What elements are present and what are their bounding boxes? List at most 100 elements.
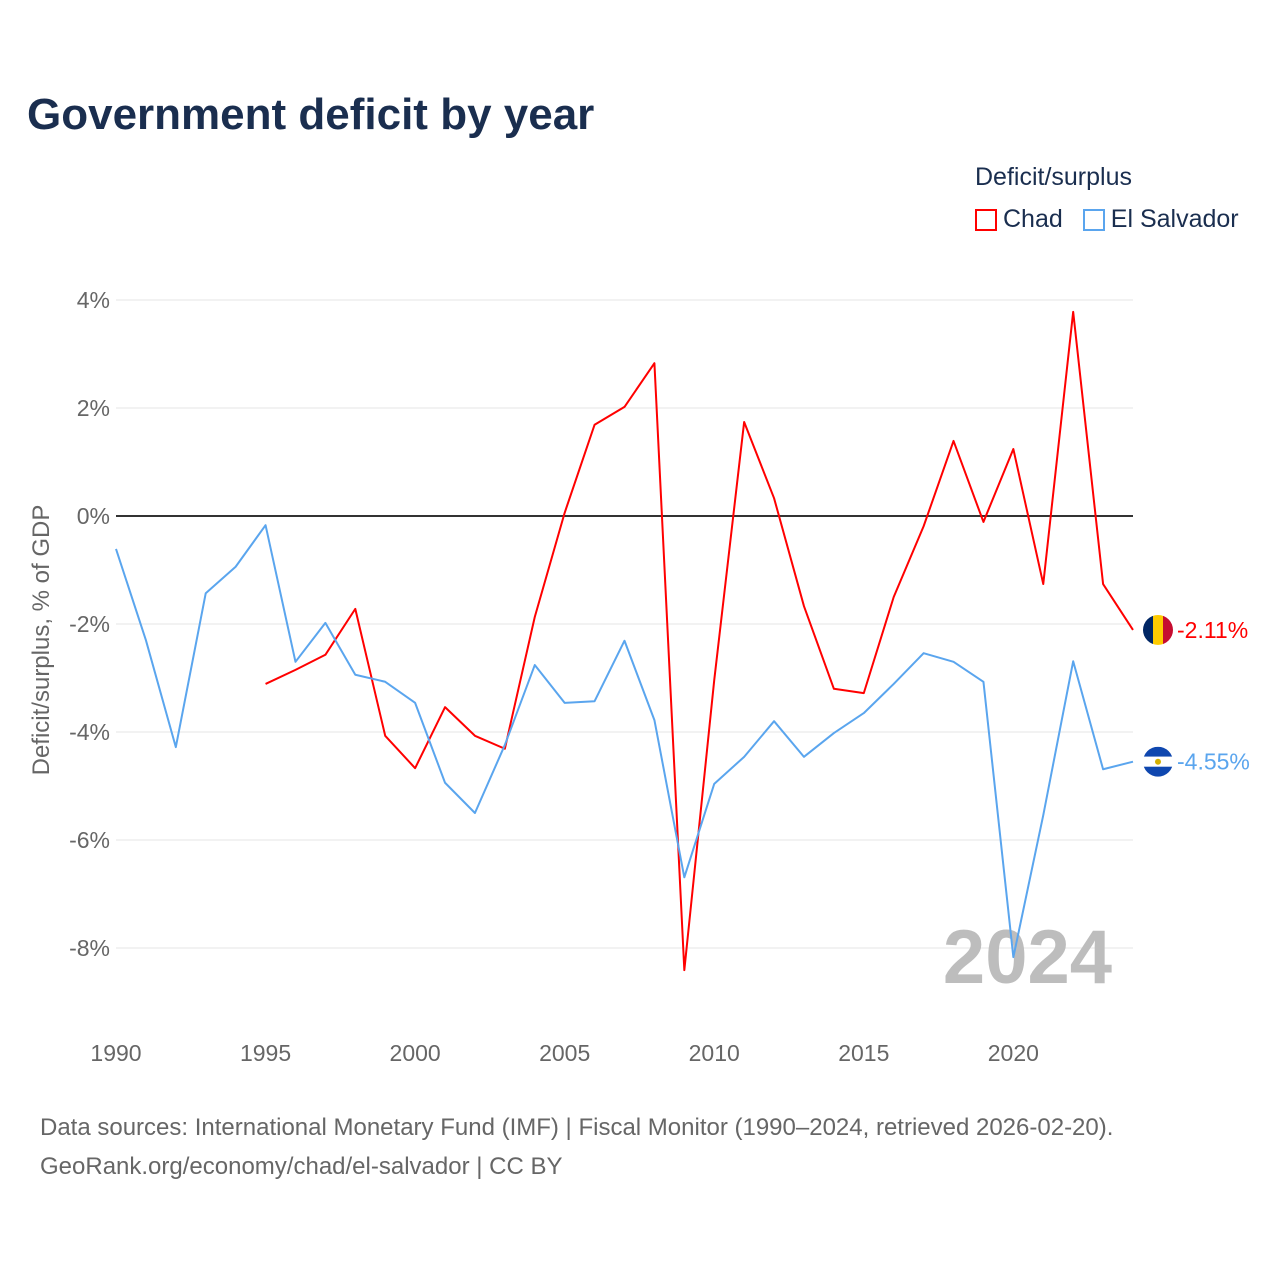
- data-point: [442, 780, 448, 786]
- data-point: [980, 519, 986, 525]
- flag-body: [1143, 746, 1173, 777]
- data-point: [352, 606, 358, 612]
- data-point: [1100, 766, 1106, 772]
- legend-swatch-el-salvador: [1082, 208, 1105, 231]
- legend-swatch-chad: [975, 208, 997, 231]
- legend-title: Deficit/surplus: [975, 163, 1132, 191]
- source-note: Data sources: International Monetary Fun…: [40, 1108, 1113, 1186]
- data-point: [382, 733, 388, 739]
- data-point: [322, 620, 328, 626]
- data-point: [592, 422, 598, 428]
- flag-stripe: [1153, 614, 1163, 645]
- y-tick-label: 2%: [77, 395, 110, 421]
- source-line-1: Data sources: International Monetary Fun…: [40, 1114, 1114, 1141]
- data-point: [263, 681, 269, 687]
- data-point: [1010, 954, 1016, 960]
- data-point: [861, 710, 867, 716]
- legend-label-el-salvador: El Salvador: [1110, 205, 1239, 233]
- data-point: [622, 404, 628, 410]
- flag-body: [1143, 614, 1173, 645]
- y-tick-label: -6%: [69, 827, 110, 853]
- x-tick-label: 2000: [390, 1040, 441, 1066]
- data-point: [263, 522, 269, 528]
- data-point: [322, 652, 328, 658]
- data-point: [1130, 759, 1136, 765]
- data-point: [532, 614, 538, 620]
- data-point: [292, 667, 298, 673]
- data-point: [711, 677, 717, 683]
- x-tick-label: 1995: [240, 1040, 291, 1066]
- series-line-el-salvador: [115, 524, 1134, 959]
- year-watermark: 2024: [943, 915, 1112, 1000]
- data-point: [143, 637, 149, 643]
- data-point: [951, 659, 957, 665]
- flag-stripe: [1143, 614, 1153, 645]
- legend: Chad El Salvador: [975, 205, 1239, 234]
- data-point: [651, 717, 657, 723]
- data-point: [891, 594, 897, 600]
- data-point: [622, 638, 628, 644]
- data-point: [233, 564, 239, 570]
- data-point: [1100, 581, 1106, 587]
- data-point: [891, 681, 897, 687]
- end-value-label: -4.55%: [1177, 749, 1250, 775]
- flag-stripe: [1143, 766, 1173, 777]
- data-point: [113, 546, 119, 552]
- end-value-label: -2.11%: [1177, 617, 1248, 643]
- data-point: [1040, 581, 1046, 587]
- y-tick-label: -4%: [69, 719, 110, 745]
- data-point: [921, 523, 927, 529]
- legend-item-chad[interactable]: Chad: [975, 205, 1063, 234]
- legend-label-chad: Chad: [1003, 205, 1063, 233]
- data-point: [741, 419, 747, 425]
- y-tick-label: -8%: [69, 935, 110, 961]
- data-point: [292, 659, 298, 665]
- flag-stripe: [1143, 746, 1173, 757]
- y-tick-label: 0%: [77, 503, 110, 529]
- data-point: [1040, 812, 1046, 818]
- legend-item-el-salvador[interactable]: El Salvador: [1082, 205, 1239, 234]
- data-point: [711, 781, 717, 787]
- y-tick-label: -2%: [69, 611, 110, 637]
- data-point: [472, 733, 478, 739]
- data-point: [801, 603, 807, 609]
- data-point: [1070, 658, 1076, 664]
- flag-chad-icon: [1143, 614, 1173, 645]
- series-line-chad: [265, 310, 1134, 972]
- data-point: [951, 438, 957, 444]
- data-point: [532, 662, 538, 668]
- flag-el-salvador-icon: [1143, 746, 1173, 777]
- data-point: [352, 672, 358, 678]
- data-point: [412, 765, 418, 771]
- data-point: [1130, 627, 1136, 633]
- flag-stripe: [1163, 614, 1173, 645]
- data-point: [681, 874, 687, 880]
- x-tick-label: 2010: [689, 1040, 740, 1066]
- data-point: [382, 679, 388, 685]
- data-point: [921, 650, 927, 656]
- data-point: [472, 810, 478, 816]
- x-tick-label: 2015: [838, 1040, 889, 1066]
- data-point: [1070, 309, 1076, 315]
- data-point: [412, 700, 418, 706]
- data-point: [801, 754, 807, 760]
- x-tick-label: 1990: [90, 1040, 141, 1066]
- data-point: [831, 686, 837, 692]
- data-point: [562, 700, 568, 706]
- data-point: [771, 718, 777, 724]
- data-point: [592, 698, 598, 704]
- data-point: [771, 495, 777, 501]
- x-tick-label: 2020: [988, 1040, 1039, 1066]
- source-line-2[interactable]: GeoRank.org/economy/chad/el-salvador | C…: [40, 1153, 563, 1180]
- chart-title: Government deficit by year: [27, 90, 595, 139]
- data-point: [861, 690, 867, 696]
- y-tick-label: 4%: [77, 287, 110, 313]
- data-point: [681, 967, 687, 973]
- data-point: [651, 360, 657, 366]
- data-point: [502, 742, 508, 748]
- data-point: [203, 590, 209, 596]
- data-point: [562, 510, 568, 516]
- data-point: [173, 744, 179, 750]
- data-point: [831, 730, 837, 736]
